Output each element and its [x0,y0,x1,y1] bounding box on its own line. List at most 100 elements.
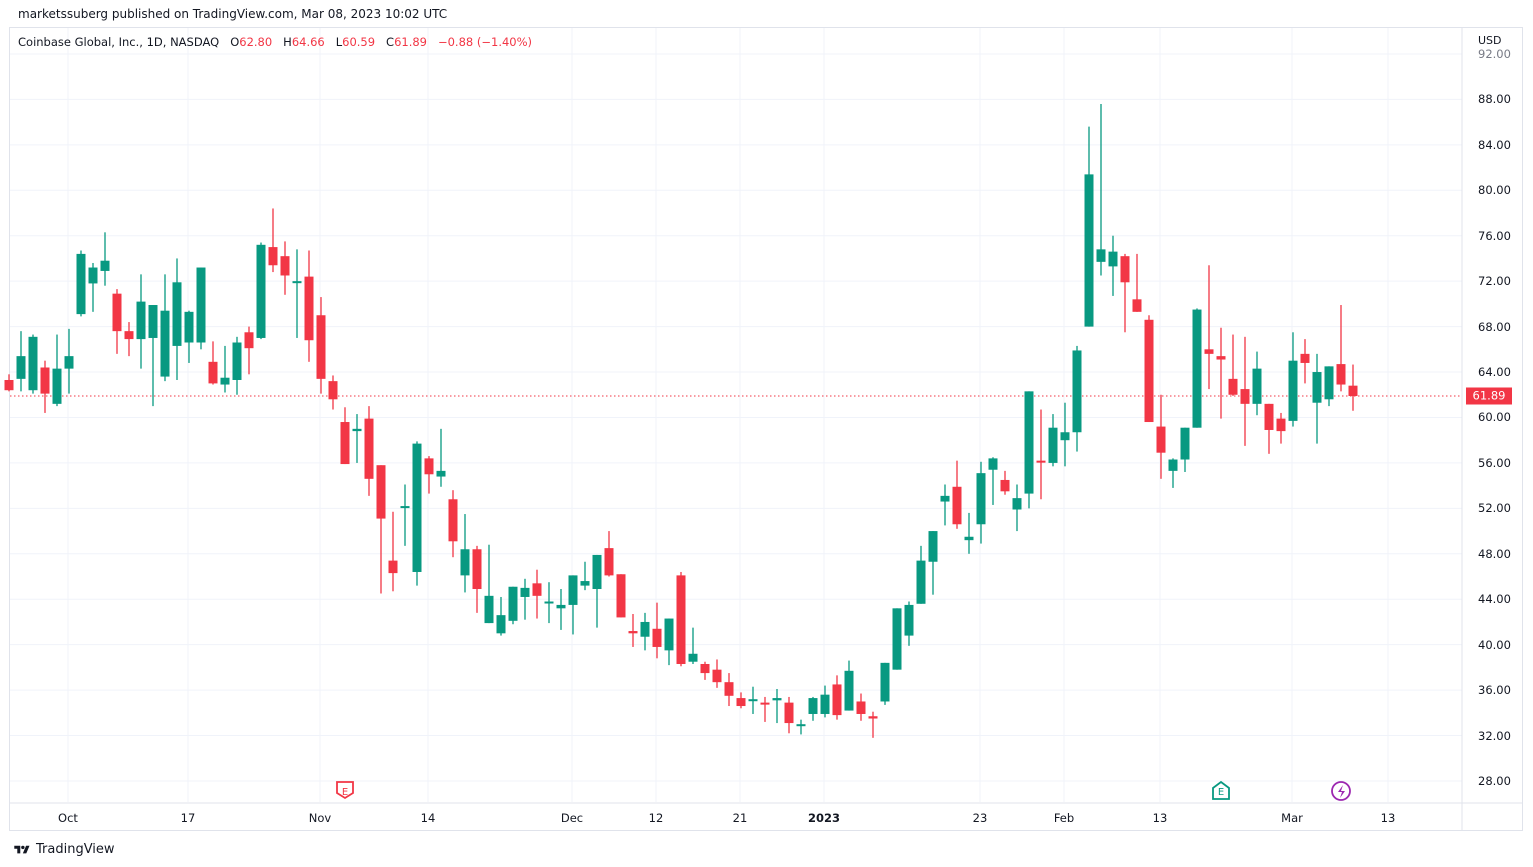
candle[interactable] [1072,345,1082,452]
candle[interactable] [1048,414,1058,467]
candle[interactable] [880,662,890,705]
candle[interactable] [208,341,218,385]
candle[interactable] [112,289,122,354]
candle[interactable] [556,589,566,630]
candle[interactable] [1132,253,1142,312]
candle[interactable] [664,618,674,666]
candle[interactable] [64,328,74,394]
candle[interactable] [316,297,326,394]
candle[interactable] [1108,235,1118,296]
candle[interactable] [436,428,446,487]
candle[interactable] [172,258,182,380]
candle[interactable] [700,661,710,680]
candle[interactable] [484,544,494,624]
candle[interactable] [304,250,314,362]
candle[interactable] [424,456,434,494]
candle[interactable] [40,360,50,413]
candle[interactable] [460,514,470,593]
candle[interactable] [340,407,350,465]
symbol-title[interactable]: Coinbase Global, Inc., 1D, NASDAQ [18,35,220,49]
candle[interactable] [52,334,62,407]
candle[interactable] [1264,403,1274,454]
candle[interactable] [412,441,422,586]
candle[interactable] [1228,334,1238,396]
candle[interactable] [676,571,686,667]
candle[interactable] [268,208,278,273]
candle[interactable] [328,375,338,410]
candle[interactable] [1096,103,1106,276]
candle[interactable] [1180,427,1190,473]
candle[interactable] [568,575,578,635]
candle[interactable] [616,574,626,618]
candle[interactable] [640,612,650,651]
candle[interactable] [4,374,14,392]
candle[interactable] [1036,409,1046,500]
candle[interactable] [88,262,98,312]
candle[interactable] [736,692,746,709]
candle[interactable] [28,334,38,394]
candle[interactable] [868,711,878,738]
candle[interactable] [472,545,482,613]
candle[interactable] [1060,402,1070,467]
earnings-icon[interactable]: E [336,781,354,800]
candle[interactable] [808,696,818,721]
candle[interactable] [628,614,638,647]
candle[interactable] [196,267,206,350]
candle[interactable] [760,696,770,722]
candle[interactable] [1144,315,1154,423]
candle[interactable] [148,305,158,407]
candle[interactable] [1312,353,1322,444]
candle[interactable] [604,531,614,577]
candle[interactable] [232,336,242,395]
candle[interactable] [184,310,194,363]
candle[interactable] [1288,332,1298,427]
candle[interactable] [1012,484,1022,532]
candle[interactable] [1324,366,1334,407]
candle[interactable] [1000,470,1010,495]
candle[interactable] [244,326,254,375]
candle[interactable] [124,322,134,357]
footer-brand[interactable]: TradingView [12,842,115,857]
candle[interactable] [496,596,506,636]
candle[interactable] [724,673,734,707]
candle[interactable] [1240,336,1250,446]
candle[interactable] [280,241,290,295]
candle[interactable] [256,242,266,340]
candle[interactable] [820,685,830,718]
candle[interactable] [976,461,986,544]
candle[interactable] [220,345,230,393]
candle[interactable] [1216,327,1226,419]
lightning-icon[interactable] [1331,781,1351,801]
candle[interactable] [364,406,374,496]
candle[interactable] [952,460,962,529]
candle[interactable] [1084,126,1094,327]
candle[interactable] [508,586,518,625]
candle[interactable] [376,465,386,594]
candle[interactable] [1348,364,1358,411]
candle[interactable] [1120,253,1130,333]
candle[interactable] [592,554,602,628]
candle[interactable] [388,511,398,592]
candle[interactable] [904,601,914,646]
candle[interactable] [532,569,542,619]
candle[interactable] [1336,305,1346,392]
candle[interactable] [292,249,302,338]
candle[interactable] [1168,458,1178,488]
candle[interactable] [580,561,590,591]
candle[interactable] [76,250,86,317]
candle[interactable] [100,232,110,286]
candle[interactable] [892,608,902,670]
candle[interactable] [988,457,998,505]
candle[interactable] [1156,394,1166,479]
candle[interactable] [352,414,362,463]
candle[interactable] [136,274,146,369]
currency-label[interactable]: USD [1478,34,1502,47]
candle[interactable] [856,693,866,721]
candle[interactable] [520,578,530,620]
candle[interactable] [16,331,26,392]
candle[interactable] [940,484,950,526]
candle[interactable] [544,582,554,624]
candle[interactable] [748,686,758,714]
candle[interactable] [1276,412,1286,444]
